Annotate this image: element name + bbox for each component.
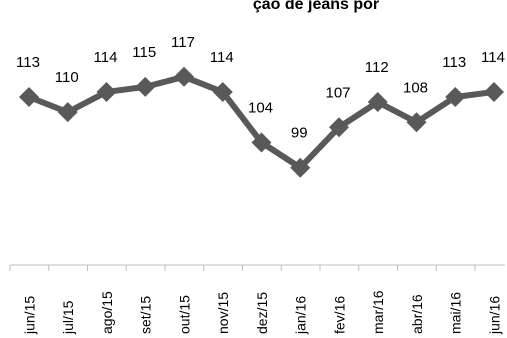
- data-point-marker: [19, 87, 39, 107]
- data-label: 110: [55, 69, 79, 86]
- data-label: 114: [481, 49, 505, 66]
- data-label: 108: [403, 79, 428, 96]
- x-tick-label: jul/15: [60, 300, 76, 335]
- data-point-marker: [484, 81, 504, 102]
- x-tick-label: abr/16: [409, 294, 425, 334]
- data-point-marker: [174, 66, 194, 87]
- data-label: 113: [16, 54, 40, 71]
- data-point-marker: [251, 132, 272, 153]
- data-point-marker: [96, 81, 117, 102]
- x-axis: [9, 264, 505, 271]
- data-label: 114: [210, 49, 234, 66]
- x-tick-label: jun/16: [486, 296, 502, 335]
- data-point-marker: [212, 81, 233, 102]
- data-label: 99: [291, 125, 308, 142]
- chart-title: ção de jeans por: [253, 0, 379, 13]
- data-point-marker: [57, 102, 78, 123]
- data-label: 104: [248, 99, 273, 116]
- x-tick-label: ago/15: [99, 291, 115, 334]
- x-tick-label: jun/15: [21, 296, 37, 335]
- data-point-marker: [406, 112, 427, 133]
- x-tick-label: fev/16: [331, 296, 347, 334]
- tick-label-layer: jun/15 jul/15 ago/15 set/15 out/15 nov/15 dez/…: [21, 290, 502, 335]
- data-label: 107: [325, 84, 350, 101]
- data-label: 117: [171, 34, 195, 51]
- x-tick-label: jan/16: [293, 296, 309, 335]
- data-point-marker: [329, 117, 349, 138]
- data-label: 112: [365, 59, 389, 76]
- data-point-marker: [445, 87, 466, 107]
- x-tick-label: set/15: [138, 296, 154, 334]
- data-label-layer: 113 110 114 115 117 114 104 99 107 112 108 113 114: [16, 34, 505, 142]
- data-label: 114: [94, 49, 118, 66]
- data-point-marker: [290, 157, 311, 178]
- x-tick-label: mar/16: [370, 290, 386, 334]
- x-tick-label: mai/16: [448, 292, 464, 334]
- data-label: 115: [132, 44, 156, 61]
- data-label: 113: [442, 54, 466, 71]
- x-tick-label: nov/15: [215, 292, 231, 334]
- data-point-marker: [367, 92, 388, 113]
- marker-layer: [19, 66, 504, 178]
- x-tick-label: dez/15: [254, 292, 270, 334]
- x-tick-label: out/15: [176, 295, 192, 334]
- data-point-marker: [135, 76, 156, 97]
